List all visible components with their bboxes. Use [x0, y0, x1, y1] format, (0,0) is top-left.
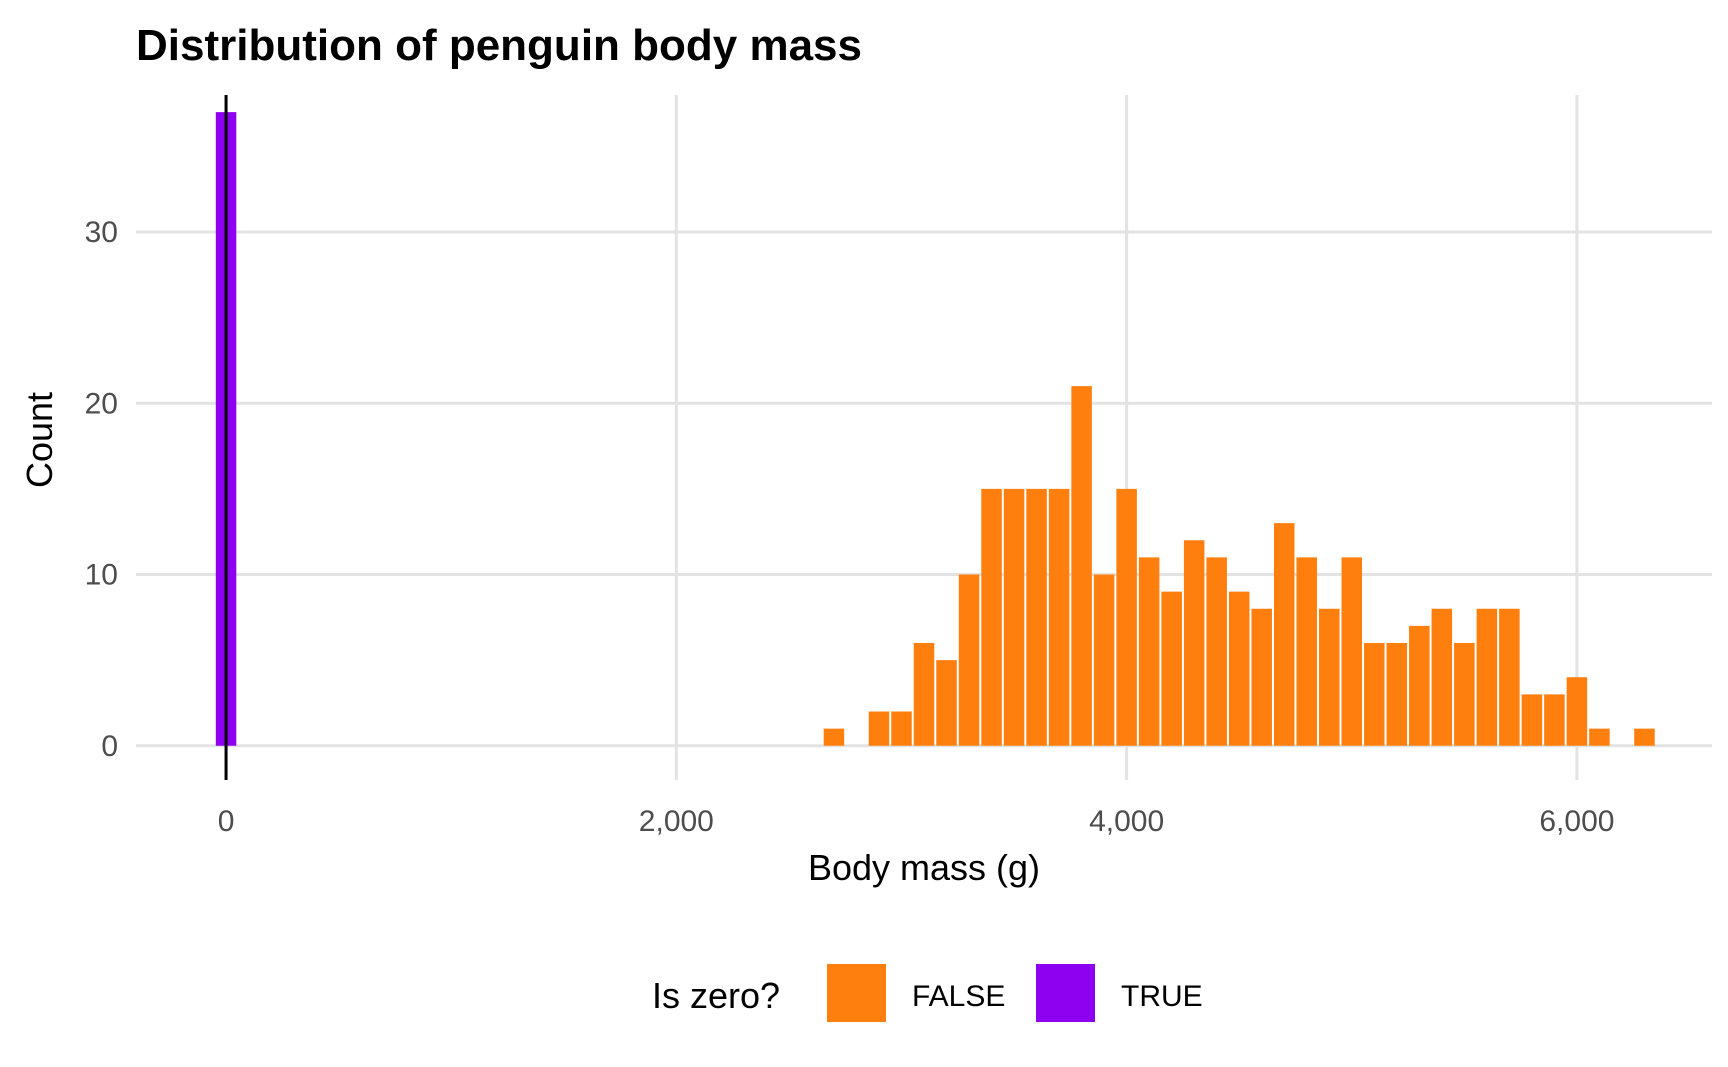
bar-false-7	[1003, 488, 1025, 746]
x-axis-title: Body mass (g)	[808, 847, 1040, 888]
x-tick-label-1: 2,000	[639, 805, 714, 838]
bar-false-24	[1386, 643, 1408, 746]
bar-false-19	[1273, 523, 1295, 746]
bar-false-9	[1048, 488, 1070, 746]
y-tick-label-3: 30	[85, 216, 118, 249]
x-tick-label-0: 0	[218, 805, 235, 838]
bar-false-34	[1634, 728, 1655, 746]
bar-false-15	[1183, 540, 1205, 746]
legend-label-true: TRUE	[1121, 980, 1203, 1013]
bar-false-11	[1093, 574, 1115, 746]
bar-false-3	[913, 643, 935, 746]
bar-false-33	[1589, 728, 1610, 746]
bar-false-4	[936, 660, 957, 746]
bar-false-1	[868, 711, 890, 746]
y-tick-label-0: 0	[101, 730, 118, 763]
bar-false-14	[1161, 591, 1182, 746]
histogram-bars	[215, 112, 1655, 746]
y-tick-label-1: 10	[85, 559, 118, 592]
bar-false-23	[1364, 643, 1385, 746]
legend-swatch-false	[827, 964, 886, 1022]
bar-false-31	[1544, 694, 1565, 746]
bar-false-16	[1206, 557, 1227, 746]
bar-false-32	[1566, 677, 1588, 746]
legend: Is zero? FALSE TRUE	[652, 964, 1203, 1022]
bar-false-30	[1521, 694, 1543, 746]
bar-false-20	[1296, 557, 1317, 746]
bar-false-8	[1026, 488, 1047, 746]
bar-false-18	[1251, 608, 1272, 746]
bar-false-0	[823, 728, 845, 746]
bar-false-27	[1454, 643, 1475, 746]
bar-false-13	[1138, 557, 1160, 746]
bar-false-5	[958, 574, 980, 746]
y-tick-label-2: 20	[85, 387, 118, 420]
x-axis-ticks: 0 2,000 4,000 6,000	[218, 805, 1615, 838]
y-axis-title: Count	[19, 392, 60, 488]
bar-false-29	[1499, 608, 1520, 746]
bar-false-25	[1409, 625, 1430, 746]
bar-false-17	[1228, 591, 1250, 746]
bar-false-21	[1319, 608, 1340, 746]
bar-false-12	[1116, 488, 1137, 746]
bar-false-6	[981, 488, 1002, 746]
y-axis-ticks: 0 10 20 30	[85, 216, 118, 763]
x-tick-label-2: 4,000	[1089, 805, 1164, 838]
bar-false-22	[1341, 557, 1363, 746]
bar-false-26	[1431, 608, 1453, 746]
legend-swatch-true	[1036, 964, 1095, 1022]
chart-title: Distribution of penguin body mass	[136, 21, 862, 70]
bar-false-2	[891, 711, 912, 746]
bar-false-28	[1476, 608, 1498, 746]
legend-label-false: FALSE	[912, 980, 1005, 1013]
legend-title: Is zero?	[652, 975, 780, 1016]
x-tick-label-3: 6,000	[1539, 805, 1614, 838]
bar-false-10	[1071, 386, 1092, 746]
